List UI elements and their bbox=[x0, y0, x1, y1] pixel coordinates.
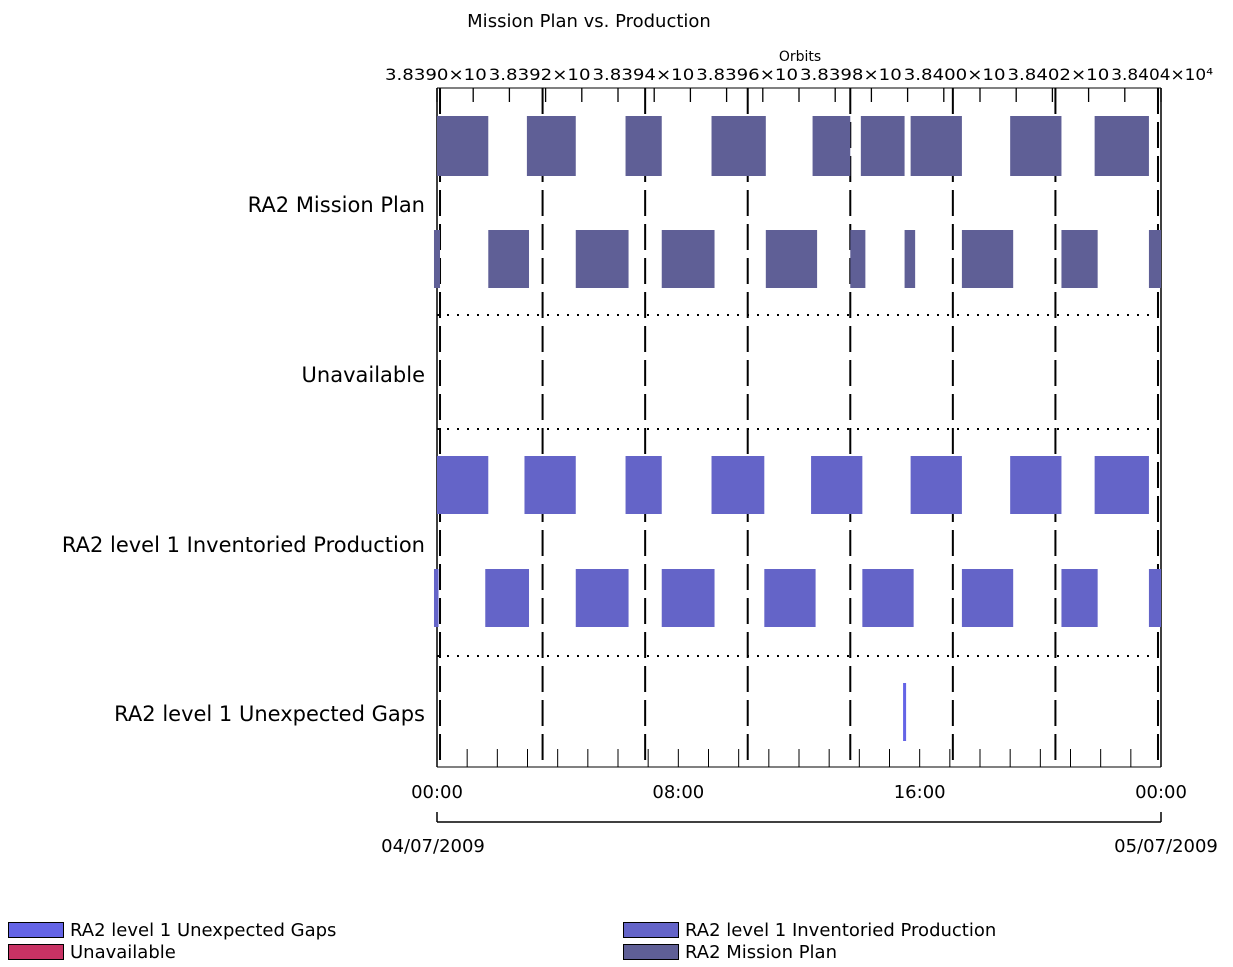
chart-title: Mission Plan vs. Production bbox=[467, 11, 711, 32]
bar-segment bbox=[1061, 230, 1098, 288]
row-label: RA2 level 1 Unexpected Gaps bbox=[114, 702, 425, 726]
bar-segment bbox=[1148, 569, 1161, 627]
legend-label-unexpected-gaps: RA2 level 1 Unexpected Gaps bbox=[70, 919, 337, 941]
bar-segment bbox=[711, 116, 766, 176]
legend-label-inventoried-production: RA2 level 1 Inventoried Production bbox=[685, 919, 997, 941]
bar-segment bbox=[437, 456, 489, 514]
end-date-label: 05/07/2009 bbox=[1114, 836, 1218, 857]
top-axis-tick-label: 3.8400×10 bbox=[904, 65, 1006, 84]
bar-segment bbox=[811, 456, 863, 514]
legend-label-unavailable: Unavailable bbox=[70, 941, 176, 963]
bar-segment bbox=[575, 230, 629, 288]
top-axis-label: Orbits bbox=[779, 49, 821, 65]
bar-segment bbox=[1094, 116, 1149, 176]
bar-segment bbox=[812, 116, 851, 176]
top-axis-tick-label: 3.8390×10 bbox=[385, 65, 487, 84]
bar-segment bbox=[711, 456, 765, 514]
bar-segment bbox=[526, 116, 576, 176]
bar-segment bbox=[488, 230, 530, 288]
top-axis-tick-label: 3.8398×10 bbox=[800, 65, 902, 84]
bar-segment bbox=[910, 456, 962, 514]
top-axis-tick-label: 3.8402×10 bbox=[1008, 65, 1110, 84]
legend-item-mission-plan: RA2 Mission Plan bbox=[623, 941, 996, 963]
row-label: Unavailable bbox=[302, 363, 425, 387]
bar-segment bbox=[1010, 456, 1062, 514]
legend-swatch-unexpected-gaps bbox=[8, 922, 64, 938]
bar-segment bbox=[433, 230, 441, 288]
bar-segment bbox=[961, 230, 1014, 288]
legend-swatch-unavailable bbox=[8, 944, 64, 960]
bar-segment bbox=[904, 230, 916, 288]
bar-segment bbox=[1010, 116, 1062, 176]
bar-segment bbox=[524, 456, 576, 514]
bar-segment bbox=[485, 569, 530, 627]
legend-item-inventoried-production: RA2 level 1 Inventoried Production bbox=[623, 919, 996, 941]
bar-segment bbox=[961, 569, 1014, 627]
bar-segment bbox=[1094, 456, 1149, 514]
top-axis-tick-label: 3.8394×10 bbox=[593, 65, 695, 84]
legend-item-unexpected-gaps: RA2 level 1 Unexpected Gaps bbox=[8, 919, 336, 941]
top-axis-tick-label: 3.8392×10 bbox=[489, 65, 591, 84]
time-axis-tick-label: 08:00 bbox=[652, 782, 704, 803]
legend-swatch-mission-plan bbox=[623, 944, 679, 960]
bar-segment bbox=[625, 116, 662, 176]
bar-segment bbox=[862, 569, 914, 627]
bar-segment bbox=[850, 230, 866, 288]
bar-segment bbox=[1061, 569, 1098, 627]
bar-segment bbox=[661, 569, 715, 627]
row-label: RA2 level 1 Inventoried Production bbox=[62, 533, 425, 557]
bar-segment bbox=[433, 569, 439, 627]
bar-segment bbox=[437, 116, 489, 176]
bar-segment bbox=[860, 116, 905, 176]
bar-segment bbox=[661, 230, 715, 288]
legend-swatch-inventoried-production bbox=[623, 922, 679, 938]
legend-left: RA2 level 1 Unexpected Gaps Unavailable bbox=[8, 919, 336, 963]
legend-item-unavailable: Unavailable bbox=[8, 941, 336, 963]
time-axis-tick-label: 00:00 bbox=[411, 782, 463, 803]
bar-segment bbox=[764, 569, 816, 627]
bar-segment bbox=[575, 569, 629, 627]
legend-label-mission-plan: RA2 Mission Plan bbox=[685, 941, 837, 963]
row-label: RA2 Mission Plan bbox=[248, 193, 425, 217]
bar-segment bbox=[910, 116, 962, 176]
bar-segment bbox=[1148, 230, 1161, 288]
bar-segment bbox=[625, 456, 662, 514]
time-axis-tick-label: 00:00 bbox=[1135, 782, 1187, 803]
top-axis-tick-label: 3.8404×10⁴ bbox=[1111, 65, 1213, 84]
time-axis-tick-label: 16:00 bbox=[894, 782, 946, 803]
bar-segment bbox=[765, 230, 818, 288]
start-date-label: 04/07/2009 bbox=[381, 836, 485, 857]
bar-segment bbox=[903, 683, 907, 741]
top-axis-tick-label: 3.8396×10 bbox=[696, 65, 798, 84]
legend-right: RA2 level 1 Inventoried Production RA2 M… bbox=[623, 919, 996, 963]
